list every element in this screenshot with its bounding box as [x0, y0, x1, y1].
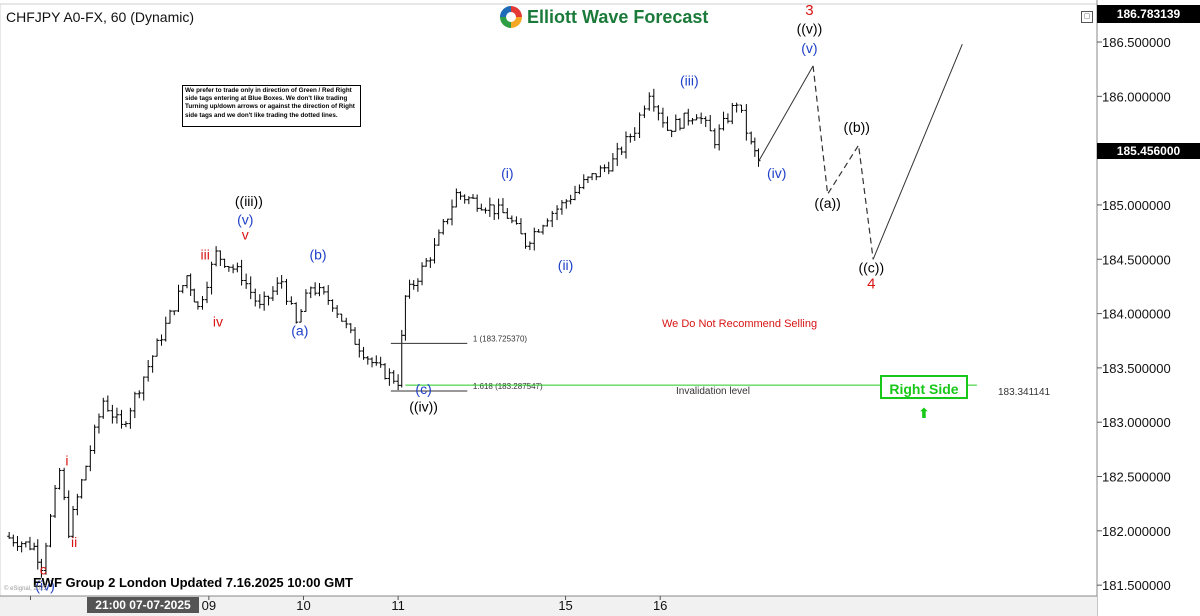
- wave-label: v: [242, 227, 249, 243]
- arrow-up-icon: ⬆: [918, 405, 930, 421]
- logo-icon: [500, 6, 522, 28]
- wave-label: (iv): [767, 165, 786, 181]
- invalidation-label: Invalidation level: [676, 386, 750, 397]
- y-tick-label: 183.500000: [1102, 361, 1171, 376]
- fib-level-label: 1.618 (183.287547): [473, 382, 543, 391]
- x-tick-label: 15: [558, 598, 572, 613]
- projection-layer: [758, 43, 963, 260]
- wave-label: (a): [291, 322, 308, 338]
- y-tick-label: 182.000000: [1102, 524, 1171, 539]
- wave-label: ((iii)): [235, 193, 263, 209]
- annotation-text: We Do Not Recommend Selling: [662, 318, 817, 330]
- wave-label: ((a)): [814, 195, 840, 211]
- axes-layer: 181.500000 182.000000 182.500000 183.000000…: [0, 0, 1171, 616]
- wave-label: ((iv)): [409, 398, 438, 414]
- x-tick-label: 21:00 07-07-2025: [95, 598, 191, 612]
- top-price-label: 186.783139: [1097, 5, 1200, 23]
- x-tick-label: 10: [296, 598, 310, 613]
- x-tick-label: 16: [653, 598, 667, 613]
- wave-labels-layer: c(iv)iiiiiiivv(v)((iii))(a)(b)(c)((iv))(…: [35, 2, 884, 594]
- x-axis-band: [0, 596, 1097, 616]
- y-tick-label: 181.500000: [1102, 578, 1171, 593]
- wave-label: 3: [805, 2, 813, 19]
- wave-label: c: [40, 561, 47, 577]
- wave-label: (iv): [35, 578, 54, 594]
- wave-label: ((b)): [844, 119, 870, 135]
- wave-label: ((c)): [858, 259, 884, 275]
- wave-label: (i): [501, 165, 513, 181]
- trading-note: We prefer to trade only in direction of …: [182, 85, 361, 127]
- wave-label: (b): [309, 246, 326, 262]
- logo-text: Elliott Wave Forecast: [527, 6, 709, 27]
- y-tick-label: 186.000000: [1102, 89, 1171, 104]
- wave-label: (v): [801, 40, 817, 56]
- window-restore-icon[interactable]: ▢: [1081, 11, 1093, 23]
- symbol-title: CHFJPY A0-FX, 60 (Dynamic): [6, 9, 195, 25]
- fib-level-label: 1 (183.725370): [473, 334, 528, 343]
- wave-label: iii: [201, 246, 210, 262]
- wave-label: iv: [213, 314, 223, 330]
- wave-label: 4: [867, 276, 875, 293]
- wave-label: (ii): [558, 257, 574, 273]
- projection-wave-v: [758, 65, 814, 162]
- projection-rally: [872, 43, 963, 260]
- wave-label: (c): [415, 381, 431, 397]
- wave-label: ii: [71, 534, 77, 550]
- current-price-label: 185.456000: [1097, 143, 1200, 159]
- invalidation-value: 183.341141: [998, 387, 1051, 398]
- right-side-tag: Right Side ⬆: [880, 375, 968, 421]
- y-tick-label: 183.000000: [1102, 415, 1171, 430]
- wave-label: i: [65, 453, 68, 469]
- wave-label: ((v)): [797, 20, 823, 36]
- x-tick-label: 11: [391, 598, 405, 613]
- plot-frame: [0, 3, 1098, 597]
- y-tick-label: 186.500000: [1102, 35, 1171, 50]
- brand-logo: Elliott Wave Forecast: [500, 6, 708, 28]
- right-side-label: Right Side: [889, 381, 959, 397]
- update-text: EWF Group 2 London Updated 7.16.2025 10:…: [33, 575, 353, 590]
- x-tick-label: 09: [202, 598, 216, 613]
- x-tick-label-bg: [87, 597, 199, 613]
- y-tick-label: 184.500000: [1102, 252, 1171, 267]
- copyright-text: © eSignal, 2025: [4, 586, 47, 592]
- grid-layer: [0, 3, 1098, 597]
- y-tick-label: 185.000000: [1102, 198, 1171, 213]
- wave-label: (iii): [680, 72, 699, 88]
- ohlc-bars: [7, 88, 761, 578]
- projection-correction: [812, 65, 874, 260]
- y-tick-label: 184.000000: [1102, 307, 1171, 322]
- wave-label: (v): [237, 212, 253, 228]
- y-tick-label: 182.500000: [1102, 470, 1171, 485]
